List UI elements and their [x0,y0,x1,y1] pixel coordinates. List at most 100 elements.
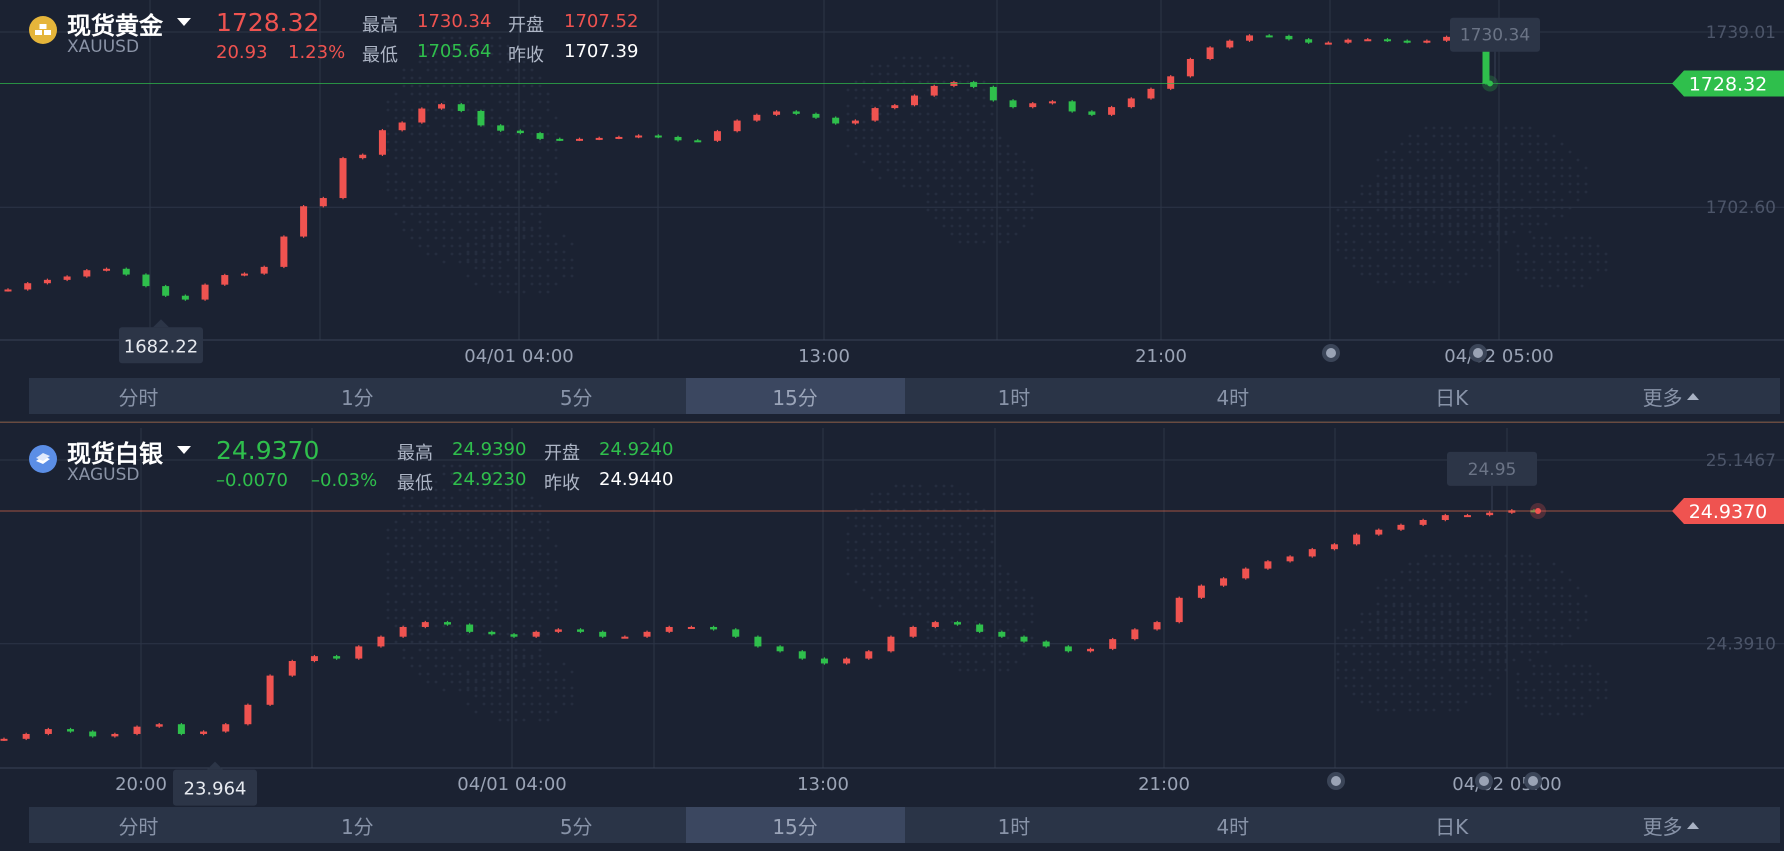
map-dot [910,144,914,148]
map-dot [538,718,542,722]
map-dot [498,92,502,96]
chevron-down-icon[interactable] [177,18,191,26]
map-dot [1360,232,1364,236]
map-dot [434,172,438,176]
tab-timeshare[interactable]: 分时 [118,385,159,410]
map-dot [934,580,938,584]
tab-1hour[interactable]: 1时 [997,385,1031,410]
map-dot [990,516,994,520]
map-dot [570,258,574,262]
map-dot [570,242,574,246]
tab-15min[interactable]: 15分 [685,378,905,414]
map-dot [402,536,406,540]
x-tick-label: 04/01 04:00 [457,774,566,795]
silver-name[interactable]: 现货白银 [67,440,163,468]
map-dot [538,528,542,532]
map-dot [974,604,978,608]
map-dot [1556,688,1560,692]
map-dot [450,552,454,556]
map-dot [1440,256,1444,260]
map-dot [402,164,406,168]
map-dot [1472,578,1476,582]
map-dot [530,686,534,690]
map-dot [466,140,470,144]
map-dot [450,116,454,120]
map-dot [522,84,526,88]
map-dot [1504,240,1508,244]
candle-body [319,198,327,207]
map-dot [902,176,906,180]
map-dot [538,226,542,230]
map-dot [490,274,494,278]
map-dot [1014,192,1018,196]
gold-name[interactable]: 现货黄金 [67,12,163,40]
map-dot [1580,244,1584,248]
map-dot [886,128,890,132]
map-dot [442,672,446,676]
silver-candlestick-chart[interactable]: 20:00 04/01 04:00 13:00 21:00 04/02 05:0025.… [0,428,1784,851]
tab-4hour[interactable]: 4时 [1216,814,1250,839]
map-dot [1432,190,1436,194]
map-dot [990,184,994,188]
map-dot [410,560,414,564]
map-dot [1588,672,1592,676]
tab-4hour[interactable]: 4时 [1216,385,1250,410]
map-dot [530,92,534,96]
map-dot [1440,208,1444,212]
map-dot [474,656,478,660]
tab-1hour[interactable]: 1时 [997,814,1031,839]
tab-1min[interactable]: 1分 [340,814,374,839]
map-dot [950,532,954,536]
map-dot [1368,272,1372,276]
map-dot [1014,660,1018,664]
map-dot [538,504,542,508]
map-dot [418,60,422,64]
tab-daily[interactable]: 日K [1435,385,1469,410]
map-dot [1548,252,1552,256]
map-dot [1472,594,1476,598]
map-dot [1424,230,1428,234]
map-dot [1552,174,1556,178]
tab-1min[interactable]: 1分 [340,385,374,410]
map-dot [1440,192,1444,196]
candle-body [288,661,296,676]
map-dot [1424,594,1428,598]
tab-daily[interactable]: 日K [1435,814,1469,839]
chevron-down-icon[interactable] [177,446,191,454]
map-dot [998,152,1002,156]
map-dot [878,524,882,528]
tab-more[interactable]: 更多 [1561,378,1780,414]
candle-body [1482,34,1490,84]
map-dot [1472,126,1476,130]
map-dot [402,648,406,652]
map-dot [1424,126,1428,130]
map-dot [974,168,978,172]
map-dot [482,624,486,628]
map-dot [506,140,510,144]
map-dot [538,84,542,88]
map-dot [966,612,970,616]
map-dot [1416,222,1420,226]
map-dot [554,116,558,120]
map-dot [562,694,566,698]
tab-more[interactable]: 更多 [1561,807,1780,843]
map-dot [474,670,478,674]
map-dot [434,212,438,216]
map-dot [426,648,430,652]
tab-15min[interactable]: 15分 [685,807,905,843]
map-dot [974,240,978,244]
map-dot [498,512,502,516]
map-dot [466,528,470,532]
map-dot [918,104,922,108]
tab-5min[interactable]: 5分 [559,385,593,410]
map-dot [918,72,922,76]
map-dot [450,680,454,684]
map-dot [894,136,898,140]
map-dot [1456,134,1460,138]
tab-timeshare[interactable]: 分时 [118,814,159,839]
low-marker-box [119,327,203,364]
map-dot [1472,684,1476,688]
tab-5min[interactable]: 5分 [559,814,593,839]
map-dot [410,228,414,232]
